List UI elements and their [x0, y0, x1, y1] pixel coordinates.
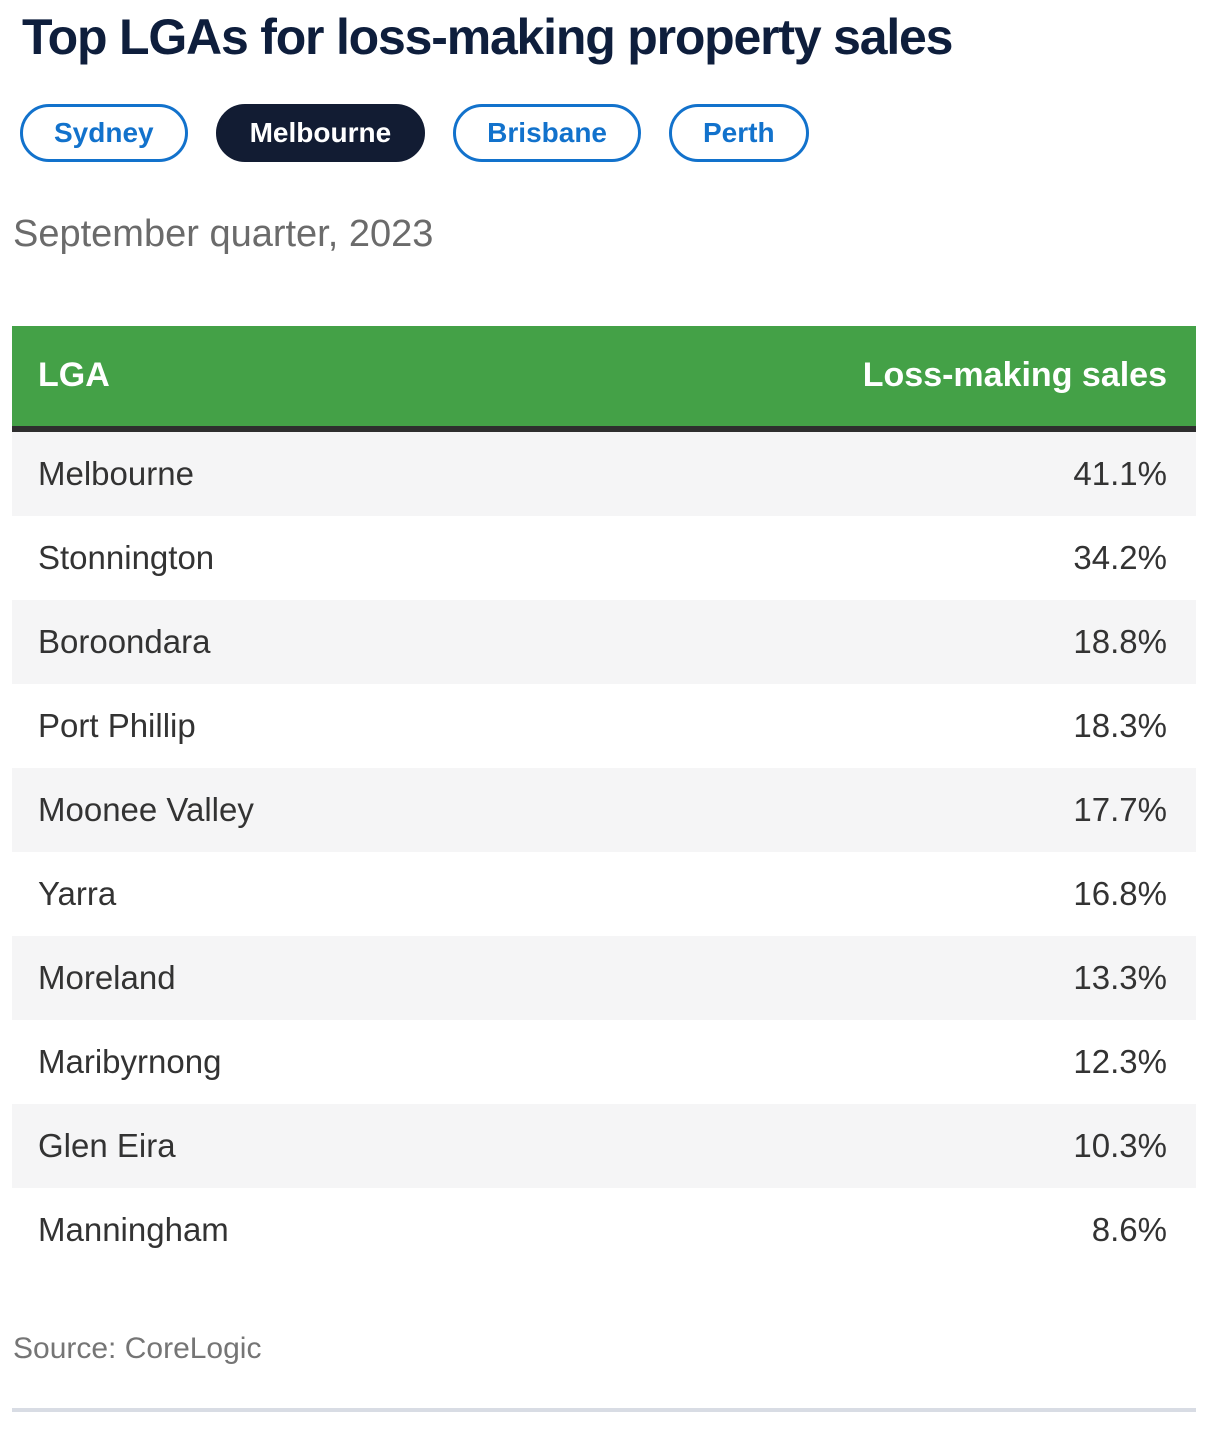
row-value: 16.8% — [1073, 874, 1167, 912]
row-value: 12.3% — [1073, 1042, 1167, 1080]
table-row: Melbourne 41.1% — [12, 431, 1196, 516]
table-row: Boroondara 18.8% — [12, 599, 1196, 684]
tab-sydney[interactable]: Sydney — [20, 104, 188, 162]
row-lga: Port Phillip — [38, 706, 196, 744]
row-value: 18.3% — [1073, 706, 1167, 744]
city-tabs: Sydney Melbourne Brisbane Perth — [20, 104, 1208, 162]
table-row: Stonnington 34.2% — [12, 515, 1196, 600]
source-note: Source: CoreLogic — [13, 1331, 262, 1365]
row-lga: Boroondara — [38, 622, 211, 660]
row-lga: Stonnington — [38, 538, 215, 576]
row-value: 10.3% — [1073, 1126, 1167, 1164]
row-lga: Melbourne — [38, 454, 194, 492]
table-row: Moreland 13.3% — [12, 935, 1196, 1020]
row-value: 17.7% — [1073, 790, 1167, 828]
row-value: 13.3% — [1073, 958, 1167, 996]
subtitle: September quarter, 2023 — [13, 213, 434, 255]
table-row: Yarra 16.8% — [12, 851, 1196, 936]
page-title: Top LGAs for loss-making property sales — [22, 9, 953, 65]
header-cell-value: Loss-making sales — [862, 356, 1167, 395]
tab-brisbane[interactable]: Brisbane — [453, 104, 641, 162]
row-value: 41.1% — [1073, 454, 1167, 492]
table-row: Maribyrnong 12.3% — [12, 1019, 1196, 1104]
table-row: Glen Eira 10.3% — [12, 1103, 1196, 1188]
row-lga: Moonee Valley — [38, 790, 254, 828]
chart-widget: Top LGAs for loss-making property sales … — [0, 8, 1208, 1443]
table-header: LGA Loss-making sales — [12, 325, 1196, 432]
table-row: Port Phillip 18.3% — [12, 683, 1196, 768]
bottom-rule — [12, 1407, 1196, 1412]
lga-table: LGA Loss-making sales Melbourne 41.1% St… — [12, 325, 1196, 1272]
row-lga: Yarra — [38, 874, 117, 912]
row-value: 8.6% — [1091, 1210, 1167, 1248]
row-lga: Maribyrnong — [38, 1042, 222, 1080]
header-cell-lga: LGA — [38, 356, 110, 395]
tab-melbourne[interactable]: Melbourne — [215, 104, 426, 162]
row-value: 34.2% — [1073, 538, 1167, 576]
row-lga: Moreland — [38, 958, 176, 996]
tab-perth[interactable]: Perth — [669, 104, 809, 162]
row-value: 18.8% — [1073, 622, 1167, 660]
row-lga: Glen Eira — [38, 1126, 176, 1164]
table-row: Moonee Valley 17.7% — [12, 767, 1196, 852]
table-row: Manningham 8.6% — [12, 1187, 1196, 1272]
row-lga: Manningham — [38, 1210, 229, 1248]
